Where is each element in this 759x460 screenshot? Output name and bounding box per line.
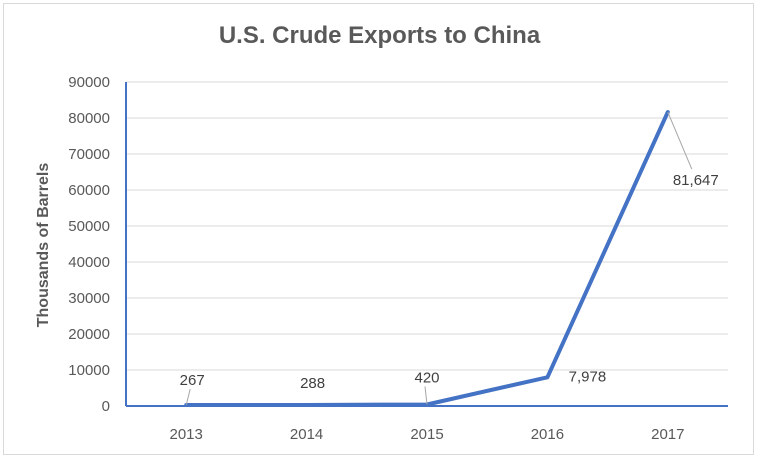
x-tick-label: 2017 [651,426,684,443]
x-tick-label: 2015 [410,426,443,443]
x-tick-label: 2016 [531,426,564,443]
y-tick-label: 20000 [68,326,110,343]
data-label: 288 [300,375,325,392]
label-leader-line [185,388,191,406]
series-lines [184,110,670,408]
y-tick-label: 70000 [68,146,110,163]
data-label: 81,647 [673,172,719,189]
series-line [184,110,670,408]
label-leader-line [667,111,693,170]
data-label: 7,978 [569,368,607,385]
label-leader-lines [185,111,693,406]
y-tick-label: 50000 [68,218,110,235]
data-labels: 267 288 420 7,978 81,647 [180,172,719,392]
y-tick-labels: 0 10000 20000 30000 40000 50000 60000 70000 8000… [68,74,110,415]
chart-title: U.S. Crude Exports to China [218,22,541,49]
gridlines [126,81,728,371]
axes [125,82,728,407]
chart-area [3,3,754,455]
y-tick-label: 30000 [68,290,110,307]
data-label: 267 [180,372,205,389]
y-tick-label: 40000 [68,254,110,271]
y-tick-label: 0 [102,398,110,415]
x-tick-label: 2013 [170,426,203,443]
y-tick-label: 90000 [68,74,110,91]
x-tick-labels: 2013 2014 2015 2016 2017 [170,426,685,443]
label-leader-line [424,386,428,405]
y-tick-label: 10000 [68,362,110,379]
y-tick-label: 80000 [68,110,110,127]
y-tick-label: 60000 [68,182,110,199]
x-tick-label: 2014 [290,426,323,443]
data-label: 420 [414,369,439,386]
